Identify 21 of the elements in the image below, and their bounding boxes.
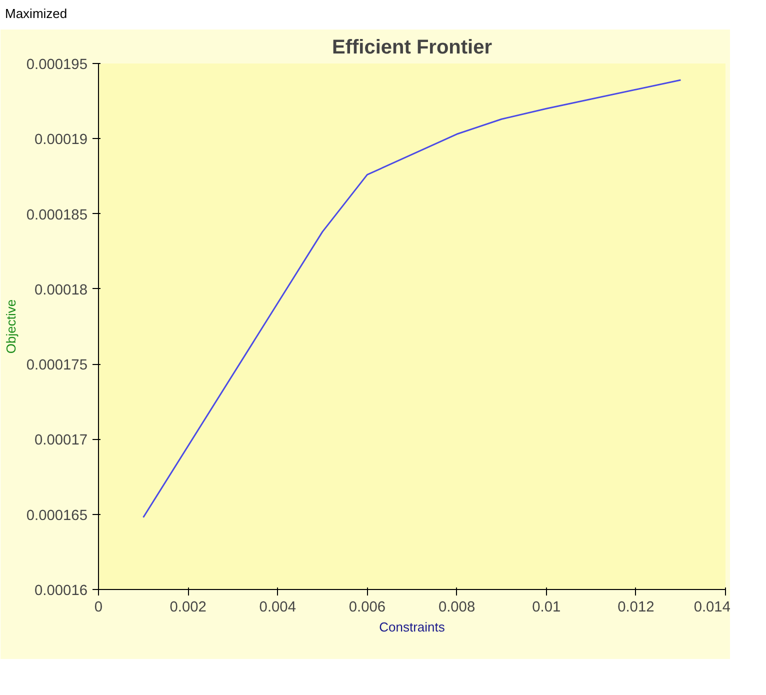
x-tick-label: 0.014 <box>694 599 731 616</box>
x-tick-label: 0 <box>94 599 103 616</box>
y-tick-label: 0.00017 <box>34 432 88 448</box>
x-tick-label: 0.002 <box>170 599 206 616</box>
x-tick-label: 0.004 <box>259 599 296 616</box>
y-tick-label: 0.000165 <box>26 507 88 524</box>
y-axis-title: Objective <box>3 298 18 354</box>
text: Maximized <box>5 5 68 23</box>
x-tick-label: 0.012 <box>618 599 654 616</box>
x-tick-label: 0.006 <box>348 599 386 616</box>
y-tick-label: 0.00019 <box>34 132 88 148</box>
line-series <box>142 78 682 518</box>
x-axis-title: Constraints <box>379 619 446 634</box>
chart-title: Efficient Frontier <box>332 36 492 58</box>
y-tick-label: 0.000195 <box>26 56 88 73</box>
y-tick-label: 0.000185 <box>26 206 88 223</box>
y-tick-label: 0.00018 <box>34 282 88 298</box>
x-tick-label: 0.01 <box>532 599 561 616</box>
x-tick-label: 0.008 <box>438 599 476 616</box>
y-tick-label: 0.00016 <box>34 582 88 599</box>
y-tick-label: 0.000175 <box>26 357 88 374</box>
